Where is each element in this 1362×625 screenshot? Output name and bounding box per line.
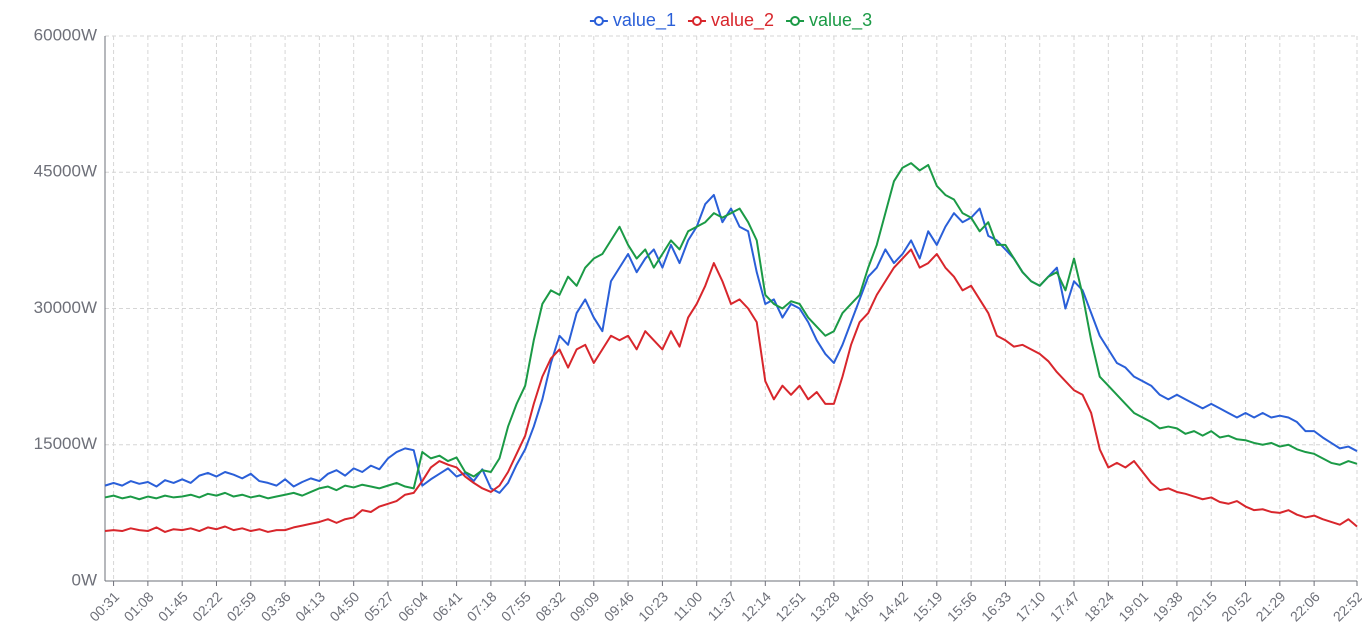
- x-tick-label: 20:52: [1218, 588, 1254, 624]
- x-tick-label: 15:19: [909, 588, 945, 624]
- x-tick-label: 15:56: [944, 588, 980, 624]
- x-tick-label: 18:24: [1081, 588, 1117, 624]
- legend-label: value_2: [711, 10, 774, 31]
- x-tick-label: 20:15: [1184, 588, 1220, 624]
- series-line: [104, 162, 1358, 501]
- series-line: [104, 193, 1358, 494]
- x-tick-label: 19:38: [1150, 588, 1186, 624]
- x-tick-label: 17:47: [1047, 588, 1083, 624]
- x-tick-label: 03:36: [258, 588, 294, 624]
- legend-marker: [790, 16, 801, 26]
- x-tick-label: 21:29: [1252, 588, 1288, 624]
- legend-item: value_2: [687, 10, 774, 31]
- x-tick-label: 13:28: [807, 588, 843, 624]
- x-tick-label: 12:51: [772, 588, 808, 624]
- legend-marker: [593, 16, 604, 26]
- y-tick-label: 45000W: [34, 162, 97, 181]
- y-tick-label: 30000W: [34, 298, 97, 317]
- x-tick-label: 12:14: [738, 588, 774, 624]
- x-tick-label: 16:33: [978, 588, 1014, 624]
- x-tick-label: 06:41: [429, 588, 465, 624]
- legend: value_1 value_2 value_3: [589, 10, 872, 31]
- x-tick-label: 01:08: [121, 588, 157, 624]
- x-tick-label: 09:46: [601, 588, 637, 624]
- x-tick-label: 04:13: [292, 588, 328, 624]
- x-tick-label: 08:32: [532, 588, 568, 624]
- y-tick-label: 15000W: [34, 434, 97, 453]
- x-tick-label: 02:22: [189, 588, 225, 624]
- x-tick-label: 02:59: [223, 588, 259, 624]
- legend-label: value_1: [613, 10, 676, 31]
- x-tick-label: 22:52: [1330, 588, 1362, 624]
- x-tick-label: 19:01: [1115, 588, 1151, 624]
- x-tick-label: 14:42: [875, 588, 911, 624]
- x-tick-label: 14:05: [841, 588, 877, 624]
- legend-item: value_3: [786, 10, 872, 31]
- legend-label: value_3: [809, 10, 872, 31]
- x-tick-label: 00:31: [86, 588, 122, 624]
- legend-marker: [691, 16, 702, 26]
- x-tick-label: 11:37: [704, 588, 740, 624]
- y-tick-label: 60000W: [34, 25, 97, 44]
- x-tick-label: 01:45: [155, 588, 191, 624]
- x-tick-label: 06:04: [395, 588, 431, 624]
- legend-item: value_1: [589, 10, 676, 31]
- x-tick-label: 07:18: [464, 588, 500, 624]
- x-tick-label: 05:27: [361, 588, 397, 624]
- x-tick-label: 22:06: [1287, 588, 1323, 624]
- x-tick-label: 04:50: [326, 588, 362, 624]
- x-tick-label: 09:09: [566, 588, 602, 624]
- x-tick-label: 10:23: [635, 588, 671, 624]
- x-tick-label: 07:55: [498, 588, 534, 624]
- x-tick-label: 17:10: [1012, 588, 1048, 624]
- series-line: [104, 248, 1358, 533]
- y-tick-label: 0W: [72, 570, 98, 589]
- x-tick-label: 11:00: [670, 588, 706, 624]
